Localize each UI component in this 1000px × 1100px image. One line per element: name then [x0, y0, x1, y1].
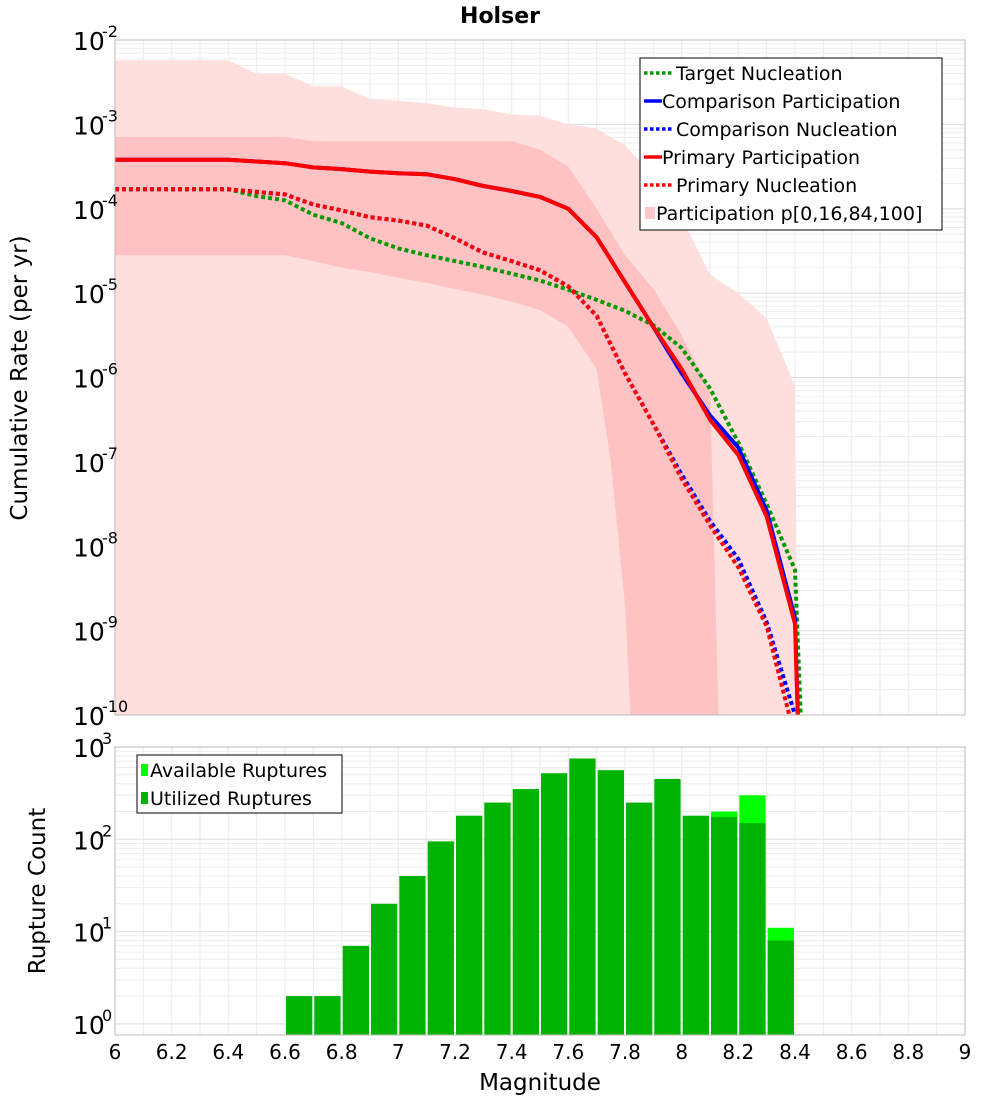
primary-participation-line — [115, 157, 800, 715]
x-tick-label: 9 — [959, 1040, 972, 1064]
y-tick-exponent: -8 — [102, 528, 118, 547]
rate-legend-box — [639, 57, 943, 231]
y-tick-label: 10 — [73, 919, 105, 948]
rupture-plot-frame — [114, 746, 966, 1036]
bar-utilized — [569, 758, 596, 1035]
bar-utilized — [739, 823, 766, 1035]
y-tick-exponent: -3 — [102, 106, 118, 125]
x-tick-label: 8.4 — [779, 1040, 811, 1064]
rupture-bars — [286, 758, 794, 1035]
bar-utilized — [682, 815, 709, 1035]
bar-utilized — [456, 815, 483, 1035]
rupture-legend: Available Ruptures Utilized Ruptures — [136, 754, 343, 814]
rupture-grid — [114, 747, 966, 1035]
bar-utilized — [342, 945, 369, 1035]
bar-utilized — [626, 802, 653, 1035]
x-tick-label: 7.6 — [552, 1040, 584, 1064]
x-tick-label: 8 — [675, 1040, 688, 1064]
participation-band-16-84 — [115, 137, 719, 715]
bar-utilized — [541, 773, 568, 1035]
legend-label-comparison-participation: Comparison Participation — [662, 91, 900, 113]
bar-utilized — [654, 779, 681, 1035]
x-tick-label: 7.8 — [609, 1040, 641, 1064]
y-tick-exponent: -4 — [102, 191, 118, 210]
bar-utilized — [427, 841, 454, 1035]
legend-label-primary-participation: Primary Participation — [662, 147, 860, 169]
y-tick-label: 10 — [73, 618, 105, 647]
y-tick-label: 10 — [73, 111, 105, 140]
magnitude-x-ticks: 6 6.2 6.4 6.6 6.8 7 7.2 7.4 7.6 7.8 8 8.2 8.4 8.6 8.8 9 — [109, 1040, 972, 1064]
rate-plot-content — [115, 60, 803, 715]
rate-legend: Target Nucleation Comparison Participati… — [639, 57, 943, 231]
bar-utilized — [711, 816, 738, 1035]
y-tick-label: 10 — [73, 280, 105, 309]
rate-y-axis-label: Cumulative Rate (per yr) — [7, 235, 33, 520]
legend-label-primary-nucleation: Primary Nucleation — [670, 175, 857, 197]
x-tick-label: 8.2 — [722, 1040, 754, 1064]
x-tick-label: 8.6 — [836, 1040, 868, 1064]
bar-utilized — [512, 789, 539, 1035]
y-tick-label: 10 — [73, 27, 105, 56]
x-tick-label: 7.2 — [439, 1040, 471, 1064]
y-tick-exponent: -7 — [102, 444, 118, 463]
y-tick-exponent: -5 — [102, 275, 118, 294]
y-tick-label: 10 — [73, 826, 105, 855]
bar-utilized — [371, 903, 398, 1035]
x-axis-label: Magnitude — [479, 1070, 601, 1096]
legend-label-available: Available Ruptures — [150, 760, 327, 782]
y-tick-exponent: 1 — [102, 914, 112, 933]
x-tick-label: 7.4 — [496, 1040, 528, 1064]
x-tick-label: 6.2 — [156, 1040, 188, 1064]
bar-utilized — [314, 996, 341, 1035]
y-tick-exponent: 3 — [102, 729, 112, 748]
legend-label-comparison-nucleation: Comparison Nucleation — [670, 119, 898, 141]
y-tick-label: 10 — [73, 533, 105, 562]
legend-label-participation-band: Participation p[0,16,84,100] — [656, 203, 922, 225]
legend-label-utilized: Utilized Ruptures — [150, 788, 312, 810]
x-tick-label: 7 — [392, 1040, 405, 1064]
y-tick-exponent: 2 — [102, 821, 112, 840]
y-tick-label: 10 — [73, 196, 105, 225]
rupture-y-axis-label: Rupture Count — [25, 808, 51, 974]
y-tick-exponent: 0 — [102, 1006, 112, 1025]
bar-utilized — [399, 876, 426, 1035]
y-tick-exponent: -6 — [102, 360, 118, 379]
rupture-legend-box — [136, 754, 343, 814]
y-tick-label: 10 — [73, 734, 105, 763]
y-tick-label: 10 — [73, 365, 105, 394]
bar-utilized — [484, 802, 511, 1035]
x-tick-label: 6.4 — [212, 1040, 244, 1064]
y-tick-exponent: -10 — [102, 697, 128, 716]
y-tick-exponent: -9 — [102, 613, 118, 632]
legend-label-target-nucleation: Target Nucleation — [675, 63, 843, 85]
x-tick-label: 8.8 — [892, 1040, 924, 1064]
legend-swatch-participation-band — [645, 207, 655, 219]
bar-utilized — [767, 940, 794, 1035]
y-tick-exponent: -2 — [102, 22, 118, 41]
target-nucleation-line — [115, 187, 803, 715]
legend-swatch-available — [141, 764, 148, 776]
bar-utilized — [286, 996, 313, 1035]
x-tick-label: 6 — [109, 1040, 122, 1064]
y-tick-label: 10 — [73, 702, 105, 731]
legend-swatch-utilized — [141, 792, 148, 804]
primary-nucleation-line — [115, 187, 792, 715]
rate-plot-frame — [114, 39, 966, 716]
y-tick-label: 10 — [73, 449, 105, 478]
bar-utilized — [597, 770, 624, 1035]
x-tick-label: 6.8 — [326, 1040, 358, 1064]
y-tick-label: 10 — [73, 1011, 105, 1040]
x-tick-label: 6.6 — [269, 1040, 301, 1064]
chart-title: Holser — [460, 4, 540, 29]
